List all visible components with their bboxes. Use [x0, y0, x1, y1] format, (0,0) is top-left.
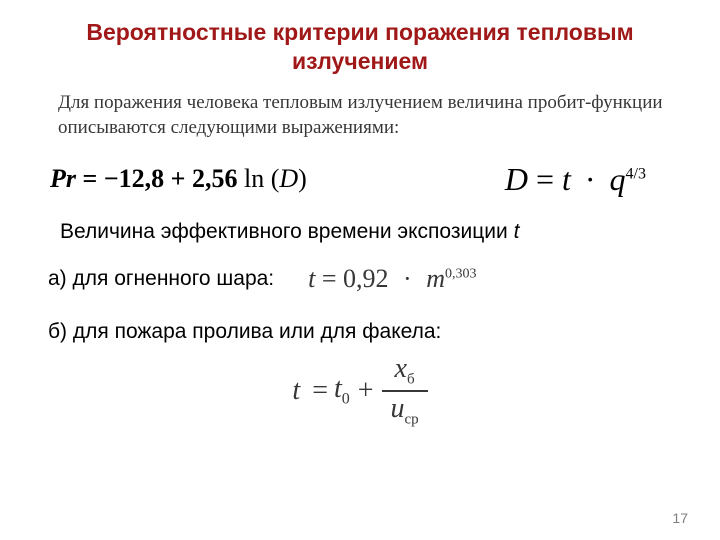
case-a-label: а) для огненного шара: — [48, 267, 274, 291]
d-equals: = — [536, 161, 562, 197]
equation-pr: Pr = −12,8 + 2,56 ln (D) — [50, 164, 307, 194]
eqa-base: m — [426, 264, 445, 293]
slide-title: Вероятностные критерии поражения тепловы… — [46, 18, 674, 76]
pr-symbol: Pr — [50, 164, 76, 193]
eqb-fraction: xб uср — [382, 354, 428, 429]
equation-poolfire-wrap: t = t0 + xб uср — [46, 354, 674, 429]
pr-plus: + — [171, 164, 192, 193]
eqb-plus: + — [358, 375, 374, 407]
subhead-var: t — [514, 220, 520, 243]
eqa-dot: · — [395, 264, 420, 293]
case-a-row: а) для огненного шара: t = 0,92 · m0,303 — [48, 264, 674, 294]
intro-paragraph: Для поражения человека тепловым излучени… — [58, 90, 674, 141]
case-b-label: б) для пожара пролива или для факела: — [48, 320, 674, 344]
eqa-lhs: t — [308, 264, 315, 293]
eqa-exp: 0,303 — [445, 266, 477, 281]
d-exp: 4/3 — [626, 165, 646, 182]
pr-equals: = — [83, 164, 104, 193]
page-number: 17 — [672, 510, 688, 526]
pr-coef: 2,56 — [192, 164, 238, 193]
eqb-bar — [382, 390, 428, 392]
d-dot: · — [579, 161, 602, 197]
d-lhs: D — [505, 161, 528, 197]
eqb-denominator: uср — [386, 394, 422, 428]
equation-d: D = t · q4/3 — [505, 161, 664, 198]
equation-poolfire: t = t0 + xб uср — [292, 354, 427, 429]
eqa-coef: 0,92 — [343, 264, 389, 293]
eqb-numerator: xб — [391, 354, 419, 388]
equation-fireball: t = 0,92 · m0,303 — [308, 264, 476, 294]
slide: Вероятностные критерии поражения тепловы… — [0, 0, 720, 540]
subheading-exposure-time: Величина эффективного времени экспозиции… — [60, 220, 674, 244]
subhead-text: Величина эффективного времени экспозиции — [60, 220, 514, 243]
pr-arg: D — [279, 164, 298, 193]
equation-row-main: Pr = −12,8 + 2,56 ln (D) D = t · q4/3 — [50, 161, 664, 198]
eqb-lhs: t — [292, 375, 300, 407]
pr-const: −12,8 — [104, 164, 164, 193]
d-q: q — [610, 161, 626, 197]
pr-ln: ln ( — [244, 164, 279, 193]
eqb-equals: = — [312, 375, 328, 407]
title-line-1: Вероятностные критерии поражения тепловы… — [86, 19, 633, 45]
eqb-t0: t0 — [334, 373, 350, 409]
pr-close: ) — [298, 164, 307, 193]
eqa-equals: = — [322, 264, 343, 293]
title-line-2: излучением — [292, 48, 428, 74]
d-t: t — [562, 161, 571, 197]
